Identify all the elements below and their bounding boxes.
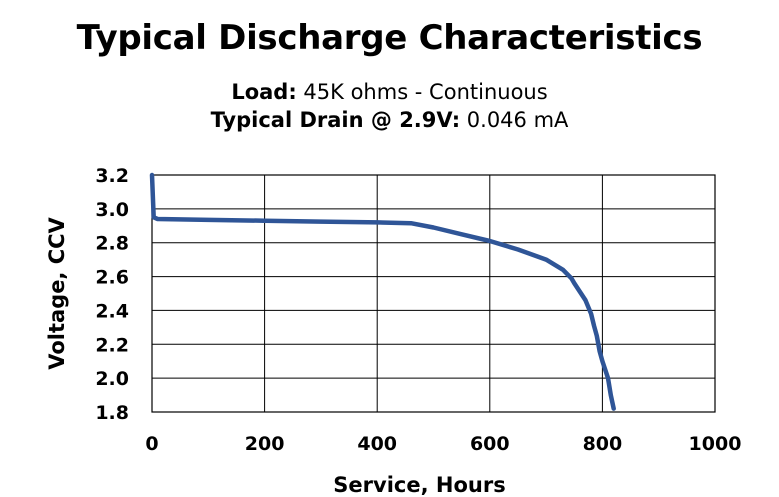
x-tick-label: 600 xyxy=(470,433,510,455)
y-tick-label: 3.0 xyxy=(95,199,129,221)
x-tick-label: 800 xyxy=(583,433,623,455)
x-tick-label: 200 xyxy=(245,433,285,455)
drain-label: Typical Drain @ 2.9V: xyxy=(210,108,461,132)
drain-value: 0.046 mA xyxy=(460,108,569,132)
y-tick-label: 1.8 xyxy=(95,402,129,424)
y-tick-labels: 3.2 3.0 2.8 2.6 2.4 2.2 2.0 1.8 xyxy=(95,165,129,424)
discharge-curve xyxy=(149,172,616,411)
y-axis-title: Voltage, CCV xyxy=(45,216,69,369)
drain-subtitle: Typical Drain @ 2.9V: 0.046 mA xyxy=(0,108,779,132)
x-tick-labels: 0 200 400 600 800 1000 xyxy=(145,433,741,455)
y-tick-label: 2.4 xyxy=(95,300,129,322)
load-subtitle: Load: 45K ohms - Continuous xyxy=(0,80,779,104)
x-tick-label: 1000 xyxy=(689,433,742,455)
plot-frame xyxy=(151,174,716,413)
grid-lines xyxy=(151,174,716,413)
y-tick-label: 2.6 xyxy=(95,267,129,289)
x-axis-title: Service, Hours xyxy=(333,473,505,497)
load-value: 45K ohms - Continuous xyxy=(296,80,548,104)
x-tick-label: 0 xyxy=(145,433,158,455)
load-label: Load: xyxy=(231,80,297,104)
y-tick-label: 2.2 xyxy=(95,334,129,356)
y-tick-label: 2.0 xyxy=(95,368,129,390)
chart-title: Typical Discharge Characteristics xyxy=(76,18,703,58)
y-tick-label: 3.2 xyxy=(95,165,129,187)
x-tick-label: 400 xyxy=(357,433,397,455)
y-tick-label: 2.8 xyxy=(95,233,129,255)
